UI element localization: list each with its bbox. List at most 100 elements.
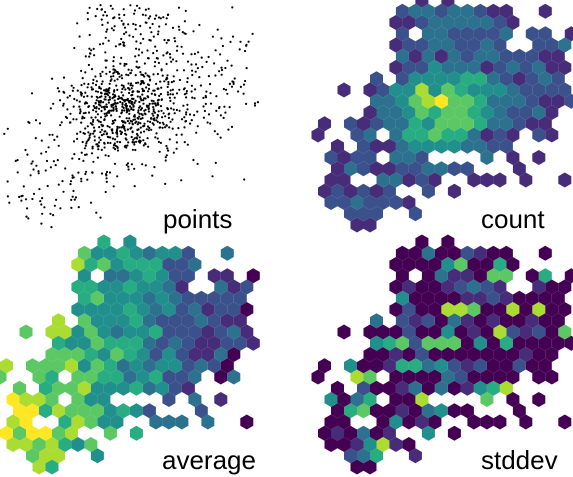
scatter-point (102, 14, 105, 17)
hex-bin (97, 302, 111, 317)
scatter-point (40, 139, 43, 142)
hex-bin (324, 150, 338, 165)
scatter-point (128, 117, 131, 120)
scatter-point (162, 123, 165, 126)
hex-bin (6, 437, 20, 452)
hex-bin (460, 71, 474, 87)
scatter-point (39, 200, 42, 203)
scatter-point (155, 82, 158, 85)
hex-bin (460, 380, 474, 396)
hex-bin (142, 245, 156, 261)
scatter-point (45, 159, 49, 163)
scatter-point (92, 118, 95, 122)
scatter-point (71, 89, 74, 92)
scatter-point (114, 138, 117, 141)
scatter-point (165, 144, 168, 148)
hex-bin (493, 369, 507, 385)
hex-bin (499, 358, 513, 374)
hex-bin (363, 437, 377, 452)
scatter-point (105, 90, 108, 93)
hex-bin (207, 313, 221, 329)
scatter-point (100, 109, 103, 113)
hex-bin (486, 313, 500, 329)
hex-bin (480, 369, 494, 385)
scatter-point (175, 92, 179, 95)
scatter-point (123, 13, 126, 17)
scatter-point (27, 120, 30, 124)
scatter-point (94, 83, 98, 86)
scatter-point (92, 78, 95, 81)
hex-bin (447, 3, 461, 19)
scatter-point (230, 85, 234, 88)
hex-bin (389, 60, 403, 75)
hex-bin (233, 335, 247, 351)
scatter-point (126, 162, 130, 165)
hex-bin (486, 245, 500, 261)
scatter-point (172, 80, 175, 83)
scatter-point (175, 147, 178, 150)
scatter-point (98, 126, 101, 129)
hex-bin (538, 93, 552, 109)
scatter-point (180, 179, 183, 182)
scatter-point (123, 127, 126, 130)
scatter-point (225, 88, 228, 91)
scatter-point (123, 44, 126, 47)
scatter-point (138, 115, 141, 118)
hex-bin (32, 369, 46, 385)
scatter-point (21, 194, 24, 197)
hex-bin (383, 403, 396, 419)
scatter-point (159, 92, 162, 96)
hex-bin (350, 437, 364, 452)
hex-bin (324, 172, 338, 188)
scatter-point (32, 192, 36, 195)
hex-bin (473, 71, 487, 87)
hex-bin (370, 183, 383, 199)
hex-bin (551, 71, 565, 87)
hex-bin (447, 358, 461, 374)
hex-bin (370, 206, 383, 222)
scatter-point (104, 66, 107, 69)
scatter-point (149, 26, 152, 29)
hex-bin (402, 324, 416, 340)
scatter-point (100, 134, 103, 137)
hex-bin (428, 15, 442, 30)
scatter-point (256, 101, 259, 104)
hex-bin (142, 403, 156, 419)
scatter-point (232, 82, 235, 85)
scatter-point (243, 178, 246, 181)
scatter-point (152, 73, 155, 76)
scatter-point (120, 84, 123, 87)
scatter-point (99, 216, 102, 219)
hex-bin (6, 392, 20, 407)
hex-bin (454, 369, 468, 385)
scatter-point (155, 49, 158, 52)
scatter-point (131, 123, 134, 126)
hex-bin (357, 403, 370, 419)
scatter-point (180, 133, 183, 136)
scatter-point (183, 126, 186, 129)
scatter-point (112, 29, 115, 32)
hex-bin (155, 268, 169, 284)
hex-bin (512, 93, 526, 109)
hex-bin (454, 279, 468, 295)
scatter-point (147, 129, 150, 132)
scatter-point (146, 74, 149, 77)
scatter-point (191, 69, 194, 72)
hex-bin (493, 302, 507, 317)
scatter-point (134, 28, 137, 31)
hex-bin (97, 369, 111, 385)
hex-bin (545, 60, 559, 75)
scatter-point (104, 51, 107, 54)
scatter-point (157, 103, 160, 106)
hex-bin (77, 268, 91, 284)
scatter-point (85, 153, 88, 156)
scatter-point (84, 111, 87, 114)
scatter-point (92, 160, 95, 163)
scatter-point (92, 104, 95, 108)
scatter-point (152, 89, 155, 92)
scatter-point (90, 88, 94, 91)
hex-bin (441, 302, 455, 317)
scatter-point (153, 17, 156, 20)
scatter-point (117, 95, 120, 98)
hex-bin (558, 60, 572, 75)
